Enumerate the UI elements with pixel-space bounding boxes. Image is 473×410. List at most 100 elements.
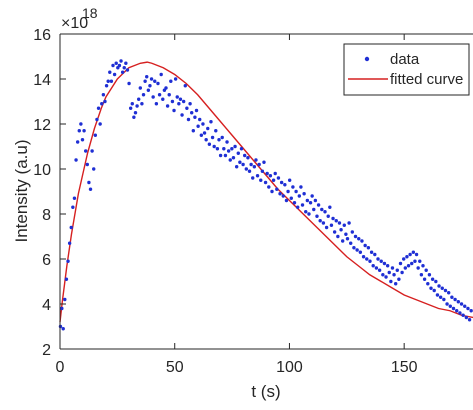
data-point — [278, 192, 282, 196]
data-point — [204, 138, 208, 142]
data-point — [172, 108, 176, 113]
data-point — [434, 279, 438, 284]
y-tick-label: 4 — [42, 297, 51, 314]
data-point — [173, 77, 178, 81]
data-point — [437, 284, 441, 288]
data-point — [178, 97, 183, 101]
data-point — [371, 264, 375, 268]
data-point — [209, 120, 213, 124]
data-point — [193, 115, 197, 119]
data-point — [395, 268, 399, 272]
data-point — [244, 167, 249, 171]
data-point — [365, 257, 369, 261]
data-point — [414, 252, 419, 257]
data-point — [469, 309, 473, 313]
data-point — [108, 70, 112, 74]
y-tick-label: 12 — [33, 117, 51, 134]
data-point — [206, 126, 210, 131]
data-point — [153, 79, 157, 83]
data-point — [276, 176, 281, 180]
data-point — [273, 171, 277, 176]
data-point — [201, 122, 205, 126]
data-point — [344, 232, 348, 236]
data-point — [128, 106, 133, 110]
data-point — [233, 144, 237, 149]
data-point — [260, 169, 265, 173]
data-point — [336, 234, 340, 239]
data-point — [451, 306, 456, 311]
data-point — [353, 234, 358, 239]
data-point — [300, 203, 305, 207]
data-point — [305, 198, 310, 203]
data-point — [165, 104, 170, 108]
data-point — [308, 201, 313, 205]
data-point — [135, 104, 139, 108]
data-point — [424, 268, 428, 272]
data-point — [103, 99, 107, 104]
data-point — [267, 185, 271, 189]
data-point — [461, 313, 465, 317]
data-point — [296, 205, 300, 209]
data-point — [349, 241, 353, 245]
data-point — [355, 248, 359, 252]
data-point — [159, 72, 163, 77]
data-point — [202, 131, 207, 135]
data-point — [392, 273, 396, 277]
data-point — [143, 79, 147, 83]
data-point — [440, 286, 444, 290]
data-point — [67, 241, 72, 245]
data-point — [450, 295, 454, 299]
data-point — [167, 93, 171, 97]
x-ticks: 0 50 100 150 — [56, 34, 418, 376]
y-tick-label: 2 — [42, 342, 51, 359]
y-tick-label: 6 — [42, 252, 51, 269]
data-point — [432, 288, 436, 293]
y-ticks: 2 4 6 8 10 12 14 16 — [33, 27, 66, 359]
data-point — [385, 264, 390, 268]
data-point — [361, 255, 366, 259]
data-point — [315, 214, 319, 218]
data-point — [357, 237, 361, 241]
fitted-curve-line — [59, 61, 473, 323]
data-point — [138, 86, 143, 90]
legend: data fitted curve — [343, 43, 470, 96]
data-point — [157, 93, 162, 97]
x-axis-label: t (s) — [251, 382, 280, 401]
data-point — [466, 306, 470, 311]
data-point — [101, 93, 106, 97]
data-point — [397, 277, 401, 281]
data-point — [350, 230, 355, 234]
data-point — [347, 221, 351, 225]
data-point — [265, 171, 269, 176]
data-point — [214, 129, 218, 133]
data-point — [217, 138, 221, 142]
data-point — [443, 288, 448, 293]
data-point — [66, 259, 70, 263]
data-point — [154, 102, 159, 106]
data-point — [226, 149, 231, 153]
legend-data-marker — [364, 56, 370, 62]
data-point — [218, 153, 223, 158]
data-point — [141, 93, 146, 97]
data-point — [268, 174, 273, 178]
data-point — [109, 79, 114, 83]
data-point — [286, 189, 290, 194]
data-point — [342, 223, 346, 227]
data-point — [236, 151, 240, 155]
data-point — [111, 63, 115, 68]
data-point — [329, 223, 334, 227]
data-point — [90, 149, 94, 153]
data-point — [212, 144, 216, 149]
data-point — [125, 68, 130, 72]
data-point — [194, 108, 199, 113]
data-point — [459, 302, 464, 306]
data-point — [352, 246, 356, 250]
data-point — [313, 198, 318, 203]
data-point — [210, 135, 215, 140]
data-point — [87, 180, 91, 185]
data-point — [146, 88, 151, 92]
data-point — [117, 63, 122, 68]
data-point — [106, 79, 110, 83]
data-point — [384, 275, 388, 279]
